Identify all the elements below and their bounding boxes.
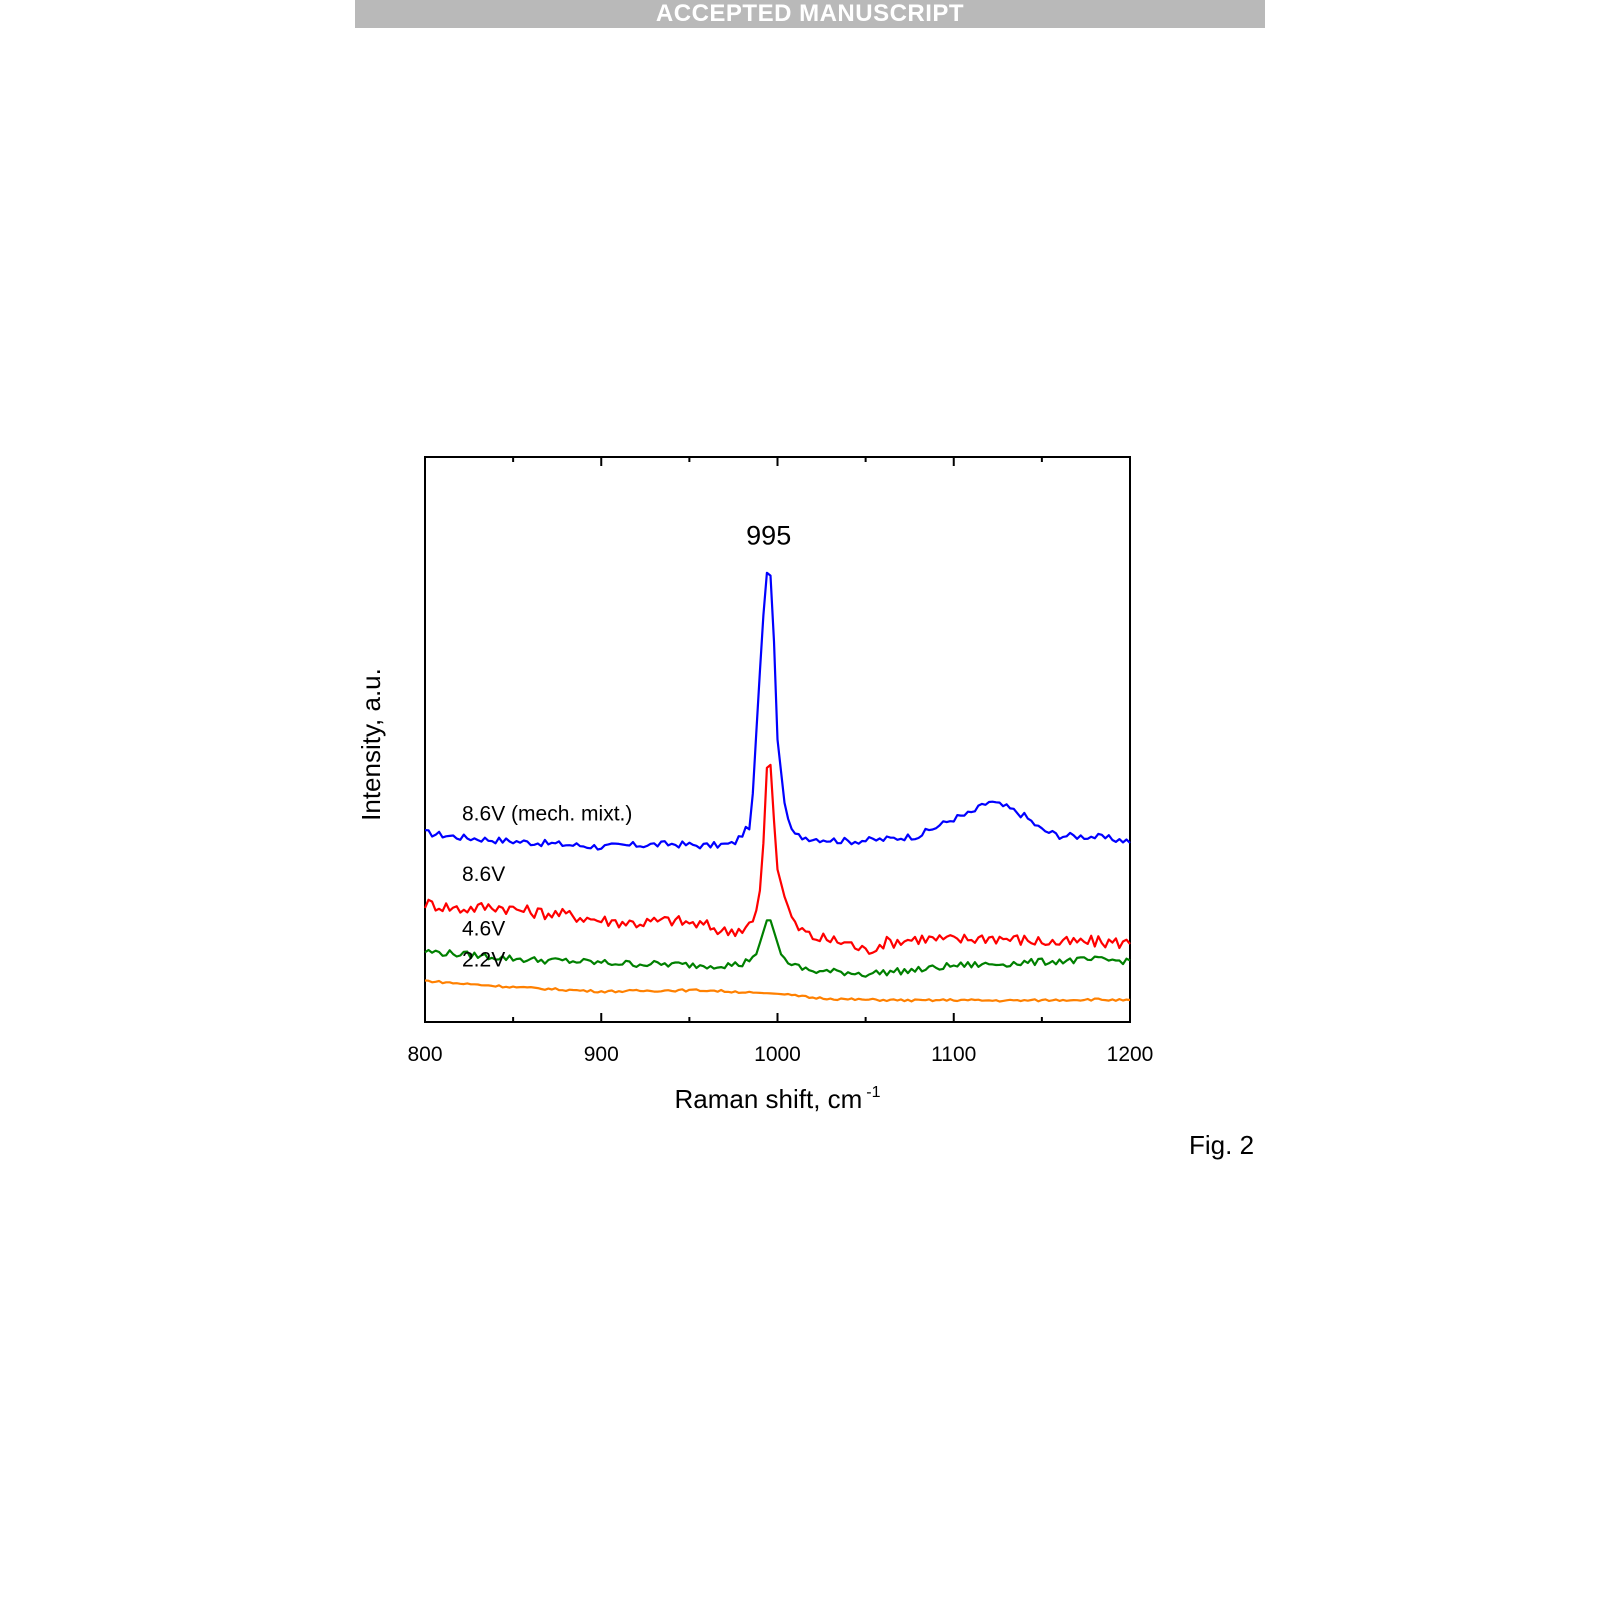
x-axis-label: Raman shift, cm -1 [674, 1084, 880, 1114]
series-labels: 8.6V (mech. mixt.) 8.6V 4.6V 2.2V [462, 802, 632, 971]
x-tick-label: 1000 [754, 1043, 801, 1066]
peak-annotation: 995 [746, 521, 791, 551]
series-label: 2.2V [462, 949, 505, 972]
x-axis-label-superscript: -1 [866, 1084, 880, 1101]
figure-caption: Fig. 2 [1189, 1130, 1255, 1160]
series-line [423, 763, 1131, 955]
series-line [424, 571, 1131, 851]
x-tick-label: 1200 [1107, 1043, 1154, 1066]
series-line [424, 979, 1131, 1003]
x-tick-labels: 800 900 1000 1100 1200 [407, 1043, 1153, 1066]
annotations: 995 [746, 521, 791, 551]
axis-ticks [424, 457, 1131, 1022]
x-tick-label: 900 [584, 1043, 619, 1066]
y-axis-label: Intensity, a.u. [356, 668, 386, 821]
x-tick-label: 800 [407, 1043, 442, 1066]
series-label: 8.6V [462, 863, 505, 886]
x-axis-label-text: Raman shift, cm [674, 1084, 862, 1114]
series-line [424, 919, 1131, 978]
series-label: 8.6V (mech. mixt.) [462, 802, 632, 825]
accepted-manuscript-banner: ACCEPTED MANUSCRIPT [355, 0, 1265, 28]
series-lines [423, 571, 1131, 1003]
series-label: 4.6V [462, 918, 505, 941]
x-tick-label: 1100 [931, 1043, 976, 1066]
